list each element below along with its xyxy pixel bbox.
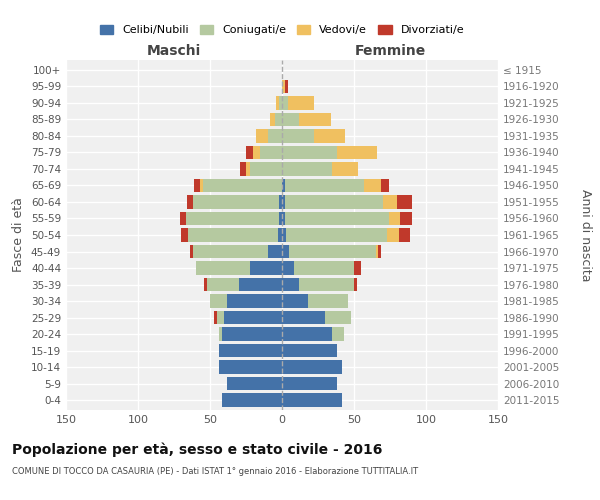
Text: Popolazione per età, sesso e stato civile - 2016: Popolazione per età, sesso e stato civil…: [12, 442, 382, 457]
Bar: [227, 377, 282, 390]
Bar: [282, 146, 337, 159]
Bar: [282, 112, 299, 126]
Bar: [256, 129, 268, 142]
Bar: [282, 228, 286, 242]
Bar: [282, 344, 337, 358]
Bar: [210, 294, 227, 308]
Bar: [314, 129, 346, 142]
Bar: [246, 162, 250, 175]
Bar: [389, 212, 400, 226]
Bar: [382, 178, 389, 192]
Bar: [279, 96, 282, 110]
Legend: Celibi/Nubili, Coniugati/e, Vedovi/e, Divorziati/e: Celibi/Nubili, Coniugati/e, Vedovi/e, Di…: [95, 20, 469, 40]
Bar: [299, 278, 354, 291]
Bar: [282, 129, 314, 142]
Bar: [299, 112, 331, 126]
Bar: [364, 178, 382, 192]
Bar: [288, 96, 314, 110]
Bar: [285, 80, 288, 93]
Bar: [218, 360, 282, 374]
Bar: [200, 178, 203, 192]
Bar: [282, 178, 285, 192]
Bar: [268, 244, 282, 258]
Bar: [398, 228, 410, 242]
Bar: [217, 311, 224, 324]
Y-axis label: Fasce di età: Fasce di età: [13, 198, 25, 272]
Bar: [332, 328, 344, 341]
Bar: [282, 278, 299, 291]
Bar: [253, 146, 260, 159]
Bar: [397, 195, 412, 209]
Bar: [400, 212, 412, 226]
Bar: [279, 212, 282, 226]
Bar: [193, 244, 268, 258]
Text: Maschi: Maschi: [147, 44, 201, 59]
Bar: [293, 261, 354, 275]
Bar: [180, 212, 185, 226]
Bar: [289, 244, 376, 258]
Bar: [271, 112, 275, 126]
Bar: [204, 278, 207, 291]
Bar: [268, 129, 282, 142]
Bar: [332, 162, 358, 175]
Bar: [240, 162, 246, 175]
Bar: [285, 178, 364, 192]
Bar: [278, 228, 282, 242]
Bar: [282, 195, 285, 209]
Bar: [218, 328, 221, 341]
Bar: [193, 195, 279, 209]
Bar: [239, 278, 282, 291]
Bar: [185, 212, 279, 226]
Bar: [282, 294, 308, 308]
Bar: [218, 344, 282, 358]
Bar: [354, 278, 357, 291]
Bar: [250, 162, 282, 175]
Bar: [246, 146, 253, 159]
Bar: [282, 394, 343, 407]
Bar: [221, 328, 282, 341]
Bar: [282, 212, 285, 226]
Bar: [227, 294, 282, 308]
Bar: [282, 360, 343, 374]
Bar: [275, 112, 282, 126]
Bar: [383, 195, 397, 209]
Bar: [282, 311, 325, 324]
Text: COMUNE DI TOCCO DA CASAURIA (PE) - Dati ISTAT 1° gennaio 2016 - Elaborazione TUT: COMUNE DI TOCCO DA CASAURIA (PE) - Dati …: [12, 468, 418, 476]
Bar: [207, 278, 239, 291]
Bar: [282, 328, 332, 341]
Bar: [260, 146, 282, 159]
Bar: [190, 244, 193, 258]
Bar: [279, 195, 282, 209]
Y-axis label: Anni di nascita: Anni di nascita: [579, 188, 592, 281]
Bar: [285, 212, 389, 226]
Bar: [276, 96, 279, 110]
Bar: [325, 311, 351, 324]
Bar: [188, 228, 278, 242]
Bar: [194, 178, 200, 192]
Bar: [250, 261, 282, 275]
Bar: [282, 377, 337, 390]
Bar: [354, 261, 361, 275]
Bar: [376, 244, 379, 258]
Bar: [282, 244, 289, 258]
Bar: [224, 311, 282, 324]
Bar: [308, 294, 348, 308]
Bar: [387, 228, 398, 242]
Bar: [286, 228, 387, 242]
Bar: [214, 311, 217, 324]
Bar: [221, 394, 282, 407]
Bar: [282, 80, 285, 93]
Bar: [187, 195, 193, 209]
Bar: [181, 228, 188, 242]
Bar: [379, 244, 382, 258]
Bar: [285, 195, 383, 209]
Bar: [282, 261, 293, 275]
Bar: [282, 162, 332, 175]
Bar: [282, 96, 288, 110]
Text: Femmine: Femmine: [355, 44, 425, 59]
Bar: [203, 178, 282, 192]
Bar: [196, 261, 250, 275]
Bar: [337, 146, 377, 159]
